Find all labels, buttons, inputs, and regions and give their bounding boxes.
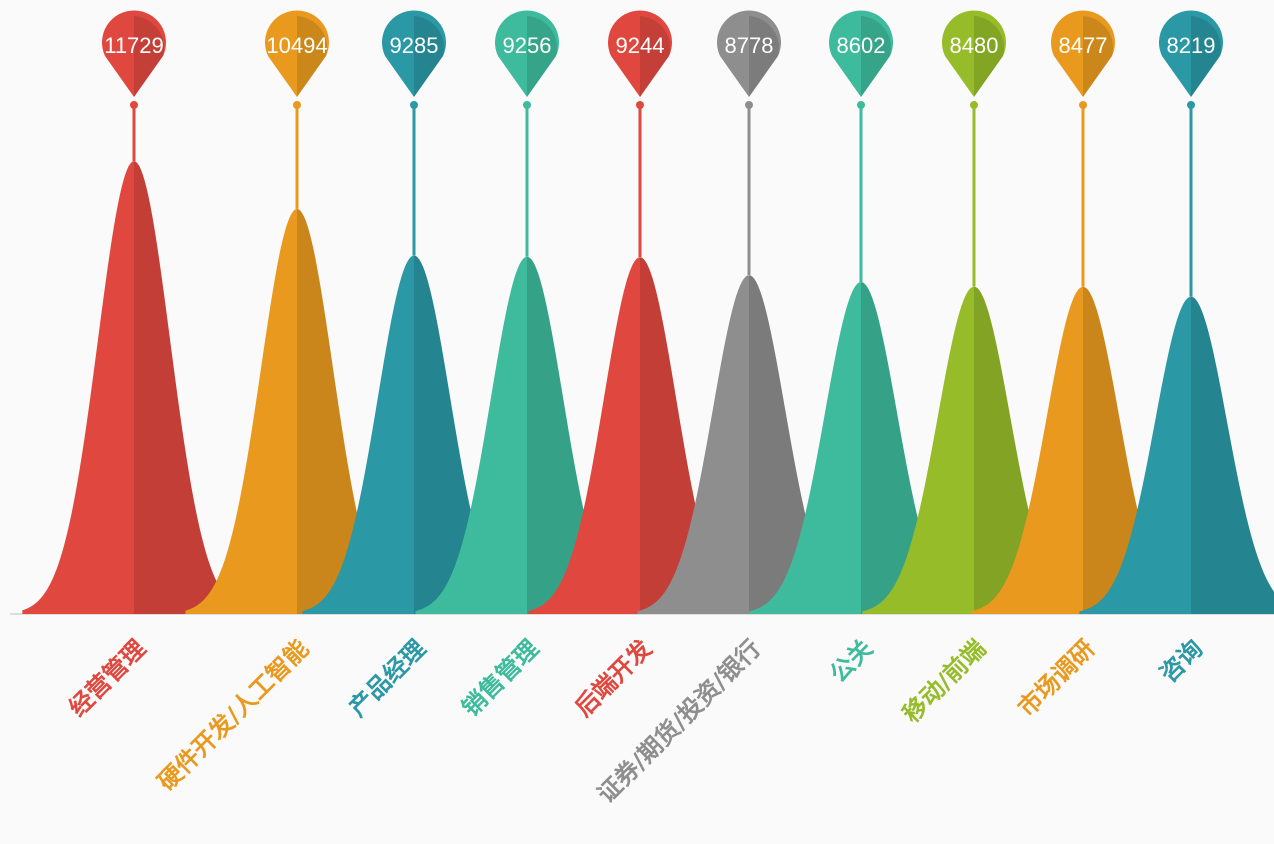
value-label: 9256 bbox=[503, 33, 552, 58]
pin bbox=[942, 10, 1006, 97]
value-label: 8219 bbox=[1167, 33, 1216, 58]
value-label: 8477 bbox=[1059, 33, 1108, 58]
value-label: 9285 bbox=[390, 33, 439, 58]
pin bbox=[101, 10, 166, 97]
value-label: 10494 bbox=[266, 33, 327, 58]
pin-dot bbox=[970, 101, 978, 109]
bell-shade bbox=[1083, 286, 1195, 614]
bell-shade bbox=[861, 282, 973, 614]
bell-shade bbox=[134, 161, 246, 615]
pin-shade bbox=[414, 16, 445, 97]
value-label: 8778 bbox=[725, 33, 774, 58]
pin-dot bbox=[293, 101, 301, 109]
bell-shade bbox=[749, 275, 861, 614]
pin bbox=[495, 10, 559, 97]
bell-shade bbox=[297, 208, 409, 614]
value-label: 8480 bbox=[950, 33, 999, 58]
pin-dot bbox=[523, 101, 531, 109]
value-label: 11729 bbox=[104, 33, 164, 58]
pin-shade bbox=[1083, 16, 1114, 97]
pin bbox=[828, 10, 893, 97]
bell bbox=[185, 208, 409, 614]
pin-dot bbox=[857, 101, 865, 109]
bell-shade bbox=[974, 286, 1086, 614]
pin-shade bbox=[1191, 16, 1222, 97]
pin-dot bbox=[130, 101, 138, 109]
pin bbox=[1159, 10, 1223, 97]
bell-shade bbox=[414, 255, 526, 614]
pin-dot bbox=[410, 101, 418, 109]
pin-shade bbox=[527, 16, 558, 97]
pin-shade bbox=[861, 16, 892, 97]
pin-shade bbox=[134, 16, 165, 97]
bell-shade bbox=[1191, 296, 1274, 614]
pin bbox=[1051, 10, 1115, 97]
pin bbox=[382, 10, 446, 97]
pin-dot bbox=[1079, 101, 1087, 109]
pin-shade bbox=[974, 16, 1005, 97]
bell-shade bbox=[527, 256, 639, 614]
value-label: 9244 bbox=[616, 33, 665, 58]
value-label: 8602 bbox=[837, 33, 886, 58]
pin bbox=[608, 10, 672, 97]
bell bbox=[1079, 296, 1274, 614]
pin-shade bbox=[297, 16, 328, 97]
pin-dot bbox=[1187, 101, 1195, 109]
pin bbox=[265, 10, 329, 97]
pin-dot bbox=[745, 101, 753, 109]
pin-shade bbox=[640, 16, 671, 97]
pin-shade bbox=[749, 16, 780, 97]
bell-shade bbox=[640, 257, 752, 614]
bell bbox=[22, 161, 246, 615]
pin bbox=[717, 10, 781, 97]
pin-dot bbox=[636, 101, 644, 109]
